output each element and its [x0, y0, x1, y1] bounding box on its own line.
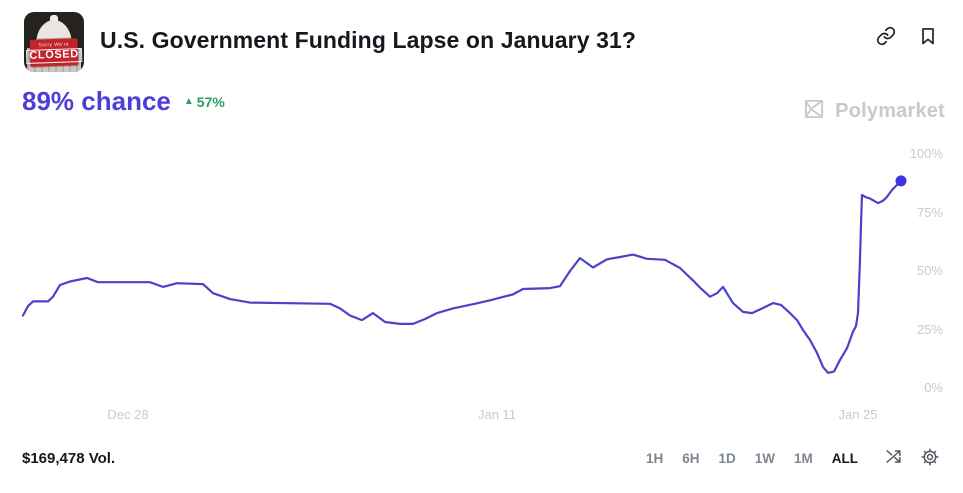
chance-row: 89% chance ▲ 57% [22, 86, 225, 117]
chart-footer: $169,478 Vol. 1H 6H 1D 1W 1M ALL [0, 440, 963, 476]
polymarket-watermark-label: Polymarket [835, 100, 945, 122]
range-button-1m[interactable]: 1M [793, 450, 813, 466]
closed-sign-main-text: CLOSED [26, 48, 83, 64]
range-button-1h[interactable]: 1H [645, 450, 664, 466]
price-line [21, 179, 903, 374]
x-tick-label: Jan 25 [838, 407, 878, 422]
gear-icon [920, 447, 940, 470]
bookmark-icon [918, 26, 938, 49]
current-price-dot [895, 175, 907, 187]
link-icon [876, 26, 896, 49]
y-tick-label: 100% [909, 146, 943, 161]
y-tick-label: 75% [916, 204, 943, 220]
x-tick-label: Dec 28 [107, 407, 149, 422]
volume-label: $169,478 Vol. [22, 449, 116, 467]
price-chart[interactable]: 0% 25% 50% 75% 100% Dec 28 Jan 11 Jan 25 [0, 140, 963, 440]
compare-button[interactable] [882, 447, 904, 469]
shuffle-icon [884, 447, 903, 469]
range-button-1d[interactable]: 1D [718, 450, 736, 466]
market-image: Sorry We're CLOSED [24, 12, 84, 72]
chart-controls: 1H 6H 1D 1W 1M ALL [645, 447, 941, 469]
range-button-all[interactable]: ALL [831, 450, 858, 466]
closed-sign-top-text: Sorry We're [38, 41, 70, 49]
copy-link-button[interactable] [875, 26, 897, 48]
bookmark-button[interactable] [917, 26, 939, 48]
range-button-6h[interactable]: 6H [682, 450, 700, 466]
change-value: 57% [196, 93, 225, 110]
y-tick-label: 50% [916, 263, 943, 278]
chart-icon-buttons [882, 447, 941, 469]
price-chart-svg[interactable] [0, 140, 963, 400]
y-tick-label: 0% [924, 380, 943, 395]
closed-sign: Sorry We're CLOSED [26, 38, 83, 67]
polymarket-watermark: Polymarket [801, 96, 945, 127]
page-title: U.S. Government Funding Lapse on January… [100, 27, 637, 53]
change-badge: ▲ 57% [184, 94, 225, 110]
chance-value: 89% chance [22, 86, 171, 116]
range-button-1w[interactable]: 1W [754, 450, 775, 466]
capitol-dome-cap [50, 15, 58, 21]
y-tick-label: 25% [916, 321, 943, 337]
up-arrow-icon: ▲ [183, 95, 194, 107]
x-tick-label: Jan 11 [477, 407, 517, 422]
polymarket-logo-icon [801, 96, 827, 127]
settings-button[interactable] [919, 447, 941, 469]
header-actions [875, 26, 939, 48]
